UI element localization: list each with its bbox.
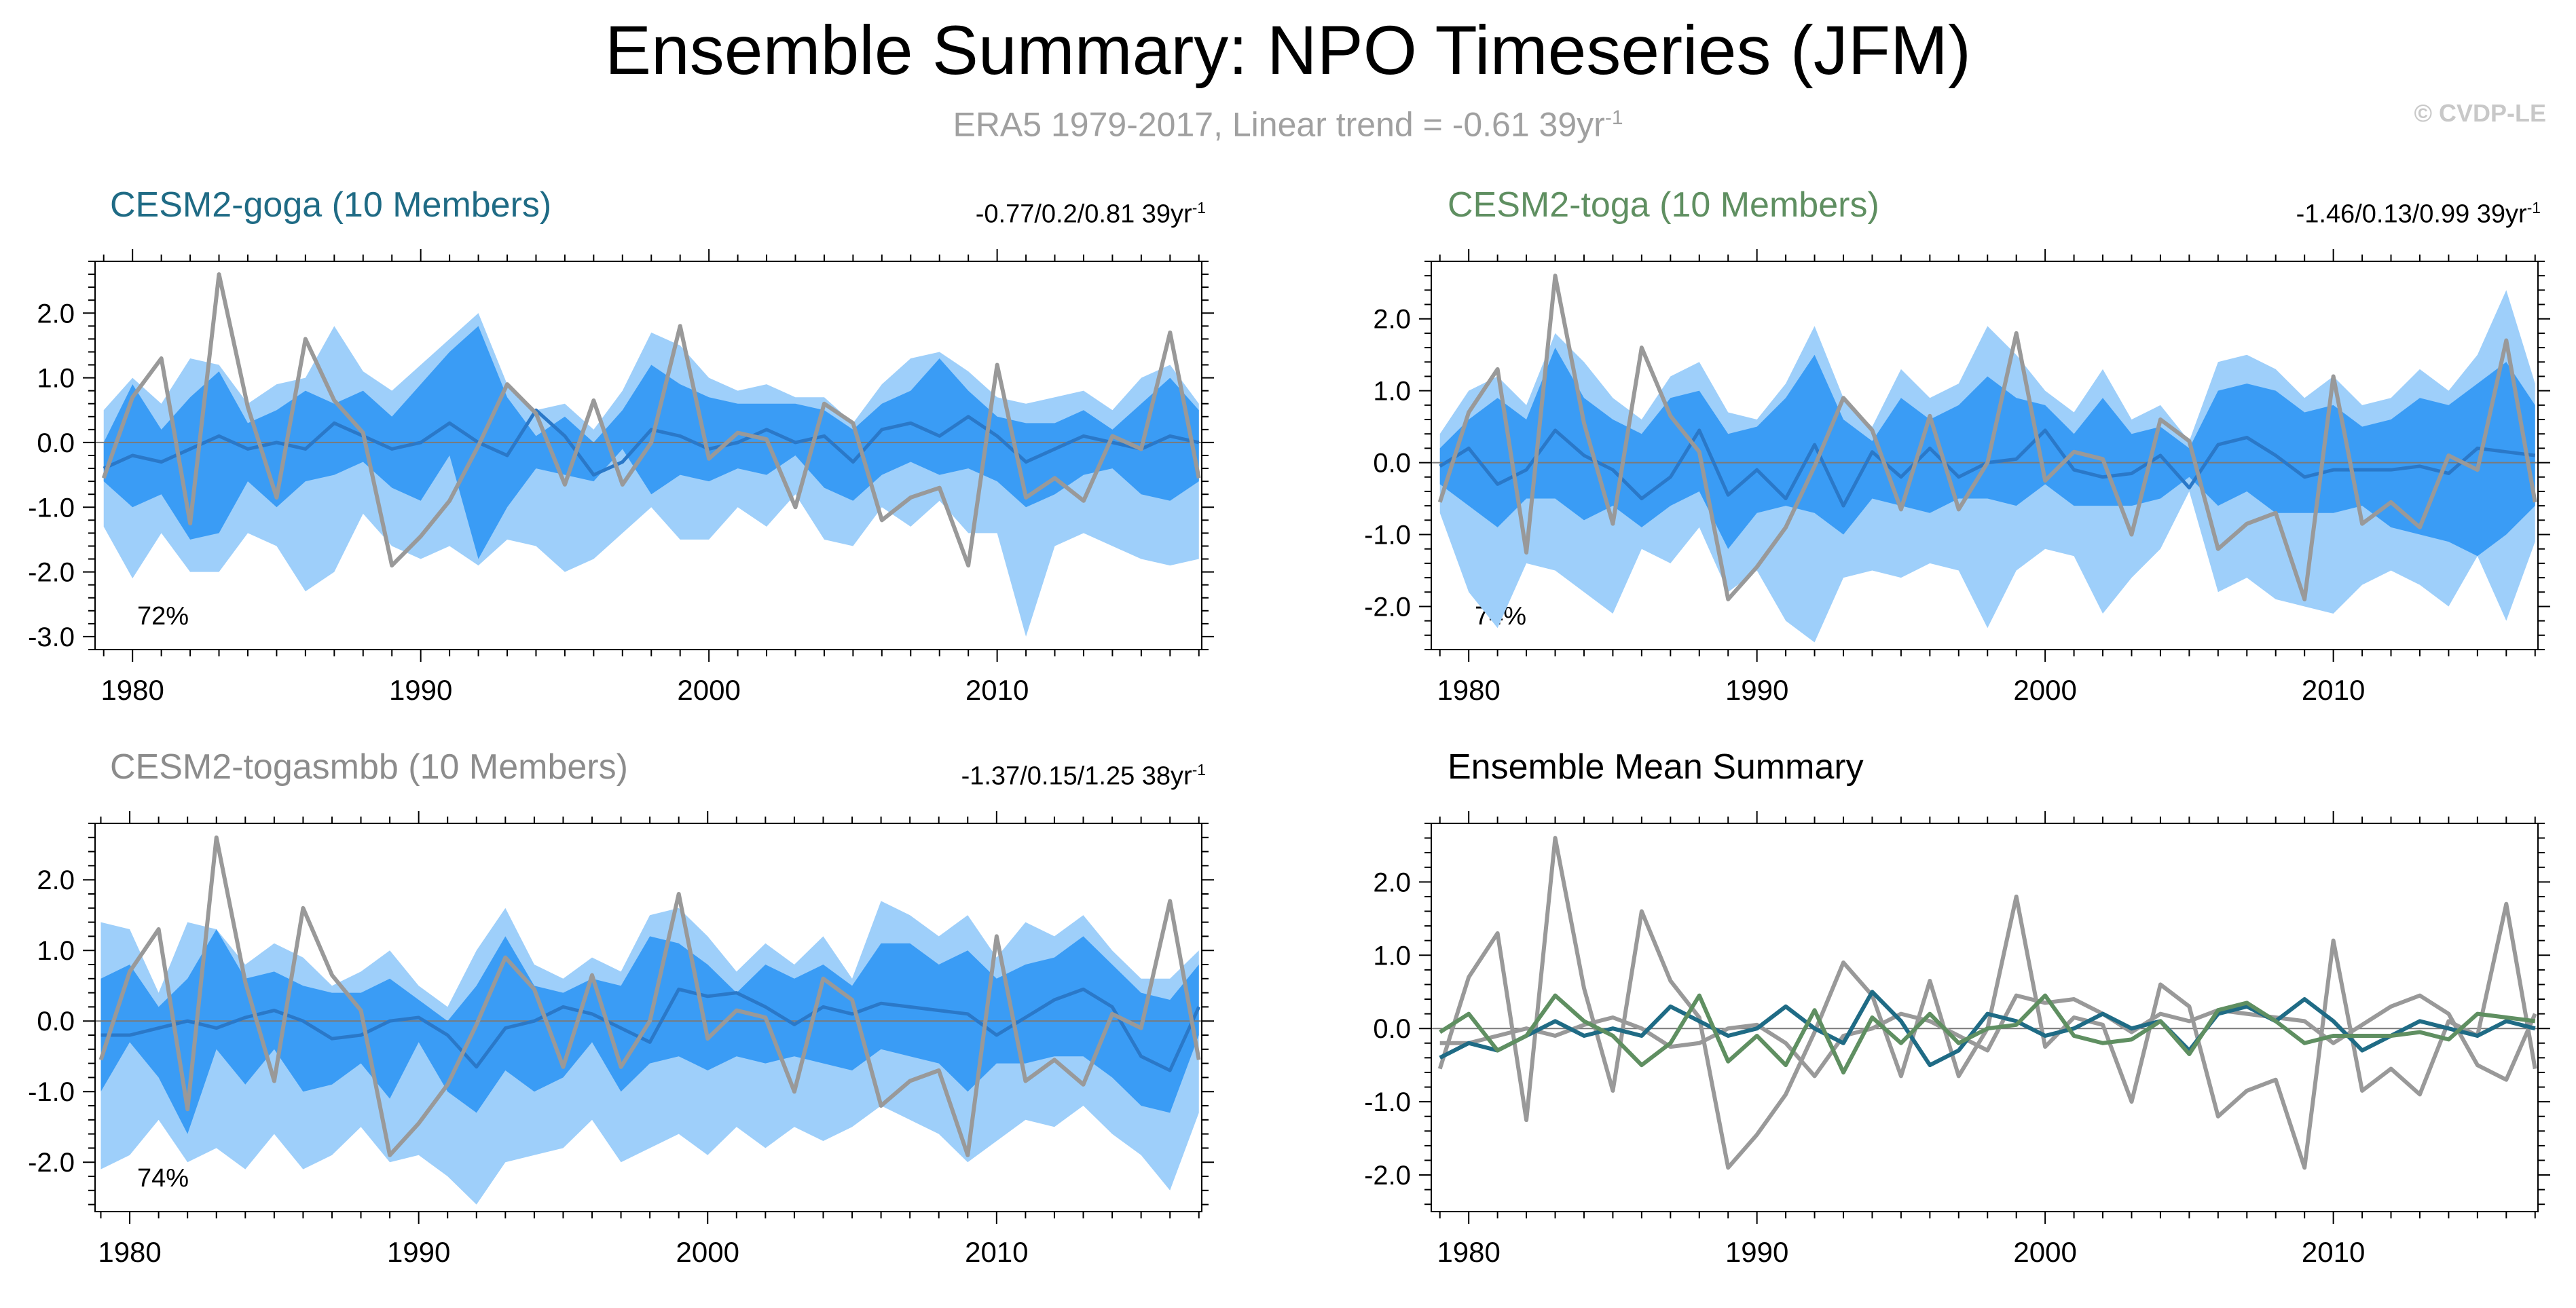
subtitle-text: ERA5 1979-2017, Linear trend = -0.61 39y… [953,105,1605,144]
figure-subtitle: ERA5 1979-2017, Linear trend = -0.61 39y… [0,98,2576,145]
x-tick-label: 2000 [677,674,740,706]
togasmbb-mean-line [1439,993,2537,1082]
x-tick-label: 1980 [98,1236,161,1268]
inner-spread-band [100,929,1199,1134]
panel-2-title: CESM2-toga (10 Members) [1448,185,1879,225]
panel-1-title: CESM2-goga (10 Members) [110,185,552,225]
plot-frame [1431,823,2539,1212]
x-tick-label: 1990 [389,674,452,706]
y-tick-label: 2.0 [1373,867,1411,897]
panel-1-trend-exp: -1 [1192,199,1206,217]
figure-title: Ensemble Summary: NPO Timeseries (JFM) [604,12,1971,89]
observed-era5-line [1437,274,2537,601]
plot-frame [1431,261,2539,650]
panel-2-chart: 2.0 1.0 0.0 -1.0 -2.0 1980 1990 2000 2010 [1364,249,2550,706]
y-tick-label: 2.0 [37,299,75,329]
observed-era5-line [1437,836,2537,1170]
goga-mean-line [1439,990,2536,1068]
x-tick-label: 1980 [100,674,164,706]
y-tick-label: 1.0 [1373,941,1411,971]
panel-2-trend: -1.46/0.13/0.99 39yr-1 [2296,191,2541,231]
y-tick-label: 0.0 [37,428,75,458]
observed-era5-line [98,835,1201,1157]
toga-mean-line [1439,993,2536,1075]
observed-era5-line [101,272,1201,568]
y-tick-label: 0.0 [1373,449,1411,479]
x-tick-label: 2000 [2013,1236,2076,1268]
panel-3-trend-text: -1.37/0.15/1.25 38yr [961,762,1192,791]
x-tick-label: 2010 [2302,674,2365,706]
panel-4-title: Ensemble Mean Summary [1448,747,1864,787]
panel-3-trend: -1.37/0.15/1.25 38yr-1 [961,753,1206,793]
y-tick-label: 0.0 [37,1007,75,1036]
x-tick-label: 2000 [676,1236,739,1268]
y-tick-label: -1.0 [28,1077,75,1107]
y-tick-label: 2.0 [37,865,75,895]
panel-1-trend: -0.77/0.2/0.81 39yr-1 [976,191,1206,231]
plot-frame [94,823,1202,1212]
x-tick-label: 1990 [1725,1236,1788,1268]
y-tick-label: -2.0 [1364,592,1411,622]
y-tick-label: 2.0 [1373,305,1411,335]
y-tick-label: -1.0 [28,493,75,523]
y-tick-label: -2.0 [28,558,75,588]
x-tick-label: 1980 [1437,674,1500,706]
panel-1-chart: 2.0 1.0 0.0 -1.0 -2.0 -3.0 1980 1990 2000 2010 [28,249,1214,706]
inner-spread-band [1439,348,2535,557]
y-tick-label: -2.0 [1364,1161,1411,1191]
x-tick-label: 2000 [2013,674,2076,706]
x-tick-label: 1990 [1725,674,1788,706]
panel-3-percent: 74% [137,1164,189,1193]
x-tick-label: 2010 [965,1236,1028,1268]
panel-1-trend-text: -0.77/0.2/0.81 39yr [975,200,1192,229]
panel-3-title: CESM2-togasmbb (10 Members) [110,747,628,787]
y-tick-label: -3.0 [28,622,75,652]
x-tick-label: 2010 [2302,1236,2365,1268]
x-tick-label: 1990 [387,1236,450,1268]
credit-label: © CVDP-LE [2414,99,2546,127]
subtitle-exponent: -1 [1604,107,1623,129]
panel-4-chart: 2.0 1.0 0.0 -1.0 -2.0 1980 1990 2000 2010 [1364,811,2550,1268]
panel-3-trend-exp: -1 [1192,761,1206,779]
y-tick-label: 1.0 [37,936,75,966]
y-tick-label: -1.0 [1364,521,1411,550]
panel-3-chart: 2.0 1.0 0.0 -1.0 -2.0 1980 1990 2000 2010 [28,811,1214,1268]
y-tick-label: -2.0 [28,1148,75,1178]
x-tick-label: 2010 [965,674,1029,706]
y-tick-label: 0.0 [1373,1014,1411,1044]
y-tick-label: 1.0 [1373,377,1411,407]
x-tick-label: 1980 [1437,1236,1500,1268]
y-tick-label: 1.0 [37,364,75,394]
panel-2-trend-exp: -1 [2526,199,2541,217]
panel-2-trend-text: -1.46/0.13/0.99 39yr [2296,200,2527,229]
panel-1-percent: 72% [137,602,189,631]
y-tick-label: -1.0 [1364,1087,1411,1117]
